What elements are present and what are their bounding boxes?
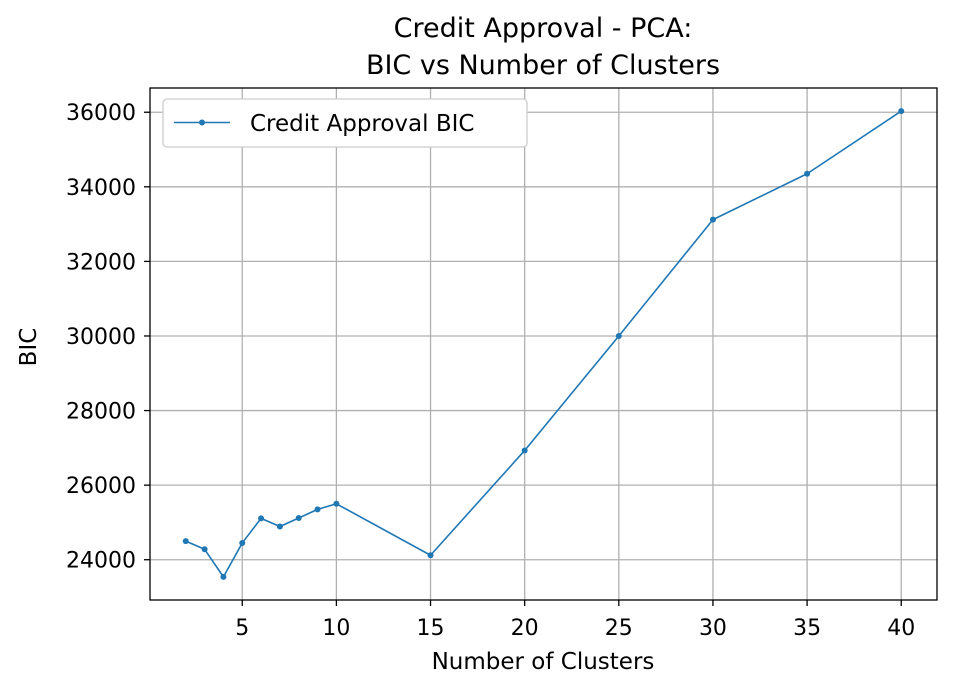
x-tick-label: 20 [511, 616, 539, 641]
data-point [220, 573, 227, 580]
data-point [521, 447, 528, 454]
data-point [427, 552, 434, 559]
y-tick-label: 34000 [66, 176, 136, 201]
data-point [615, 332, 622, 339]
y-tick-label: 32000 [66, 250, 136, 275]
y-tick-label: 36000 [66, 101, 136, 126]
legend-entry-label: Credit Approval BIC [250, 111, 474, 137]
chart-title-line-2: BIC vs Number of Clusters [366, 50, 720, 81]
x-tick-label: 30 [699, 616, 727, 641]
data-point [182, 538, 189, 545]
x-tick-label: 10 [322, 616, 350, 641]
plot-area-frame [149, 87, 938, 601]
data-point [258, 515, 265, 522]
x-axis-label: Number of Clusters [432, 649, 655, 675]
data-point [276, 523, 283, 530]
y-tick-label: 24000 [66, 549, 136, 574]
y-tick-label: 26000 [66, 474, 136, 499]
axis-ticks: 5 10 15 20 25 30 35 40 24000 26000 28000 30000 32000… [66, 101, 915, 641]
x-tick-label: 15 [417, 616, 445, 641]
x-tick-label: 5 [235, 616, 249, 641]
data-point [295, 514, 302, 521]
chart-title-line-1: Credit Approval - PCA: [394, 13, 693, 44]
series-line [185, 110, 902, 578]
data-point [201, 546, 208, 553]
y-axis-label: BIC [16, 328, 42, 367]
x-tick-label: 35 [793, 616, 821, 641]
y-tick-label: 28000 [66, 400, 136, 425]
data-point [333, 500, 340, 507]
data-point [239, 539, 246, 546]
legend: Credit Approval BIC [162, 98, 528, 148]
data-point [709, 216, 716, 223]
y-tick-label: 30000 [66, 325, 136, 350]
series-layer [182, 108, 905, 580]
grid [150, 88, 937, 600]
data-point [804, 170, 811, 177]
x-tick-label: 25 [605, 616, 633, 641]
legend-marker-swatch [199, 119, 205, 126]
legend-box [162, 98, 528, 148]
data-point [314, 506, 321, 513]
data-point [898, 108, 905, 115]
x-tick-label: 40 [887, 616, 915, 641]
